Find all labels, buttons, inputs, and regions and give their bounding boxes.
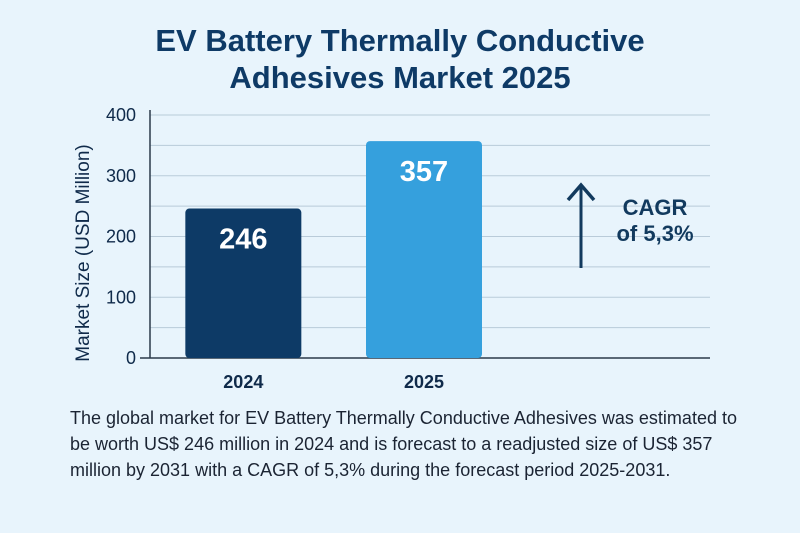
up-arrow-icon [566, 180, 596, 275]
chart-title: EV Battery Thermally Conductive Adhesive… [0, 22, 800, 96]
y-tick-label: 0 [126, 348, 136, 368]
x-tick-label-2025: 2025 [404, 372, 444, 392]
y-tick-label: 200 [106, 227, 136, 247]
cagr-line-1: CAGR [622, 195, 688, 220]
y-tick-label: 400 [106, 105, 136, 125]
cagr-line-2: of 5,3% [616, 221, 694, 246]
data-label-2025: 357 [400, 156, 448, 188]
bar-chart: 0 100 200 300 400 246 2024 357 2025 [106, 105, 710, 392]
x-tick-label-2024: 2024 [223, 372, 263, 392]
description-text: The global market for EV Battery Thermal… [70, 408, 737, 480]
y-tick-label: 100 [106, 287, 136, 307]
bar-2024 [185, 208, 302, 358]
cagr-annotation: CAGR of 5,3% [600, 195, 710, 247]
bar-2025 [366, 141, 482, 358]
chart-title-line-1: EV Battery Thermally Conductive [155, 23, 645, 58]
data-label-2024: 246 [219, 224, 267, 256]
y-tick-label: 300 [106, 166, 136, 186]
chart-title-line-2: Adhesives Market 2025 [229, 60, 571, 95]
